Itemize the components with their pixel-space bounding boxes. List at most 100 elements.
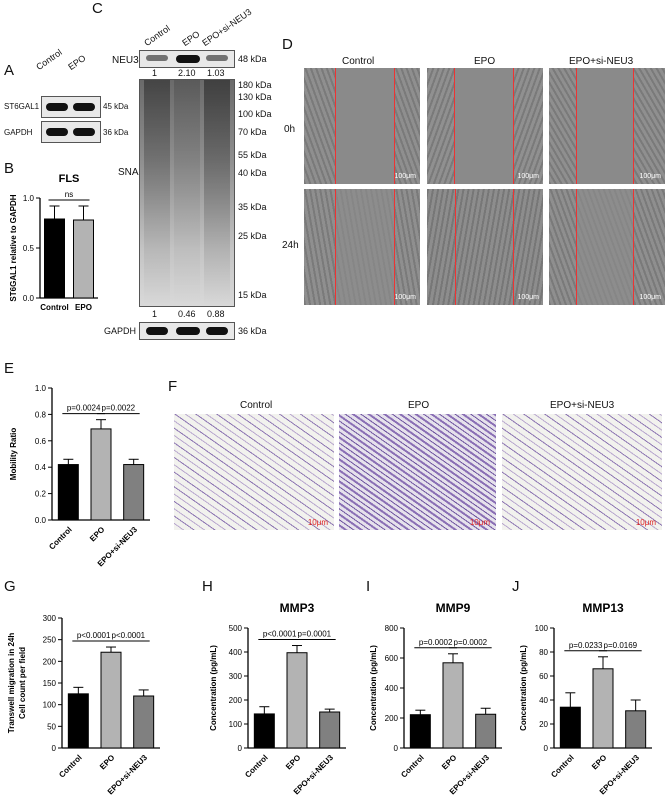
x-tick-label: EPO — [98, 753, 116, 771]
panel-letter-b: B — [4, 160, 15, 177]
micrograph-f-epo: 10μm — [339, 414, 496, 530]
micrograph-f-si: 10μm — [502, 414, 662, 530]
y-tick-label: 40 — [539, 696, 548, 705]
chart-e: 0.0 0.2 0.4 0.6 0.8 1.0 Mobility Ratio Control E… — [9, 384, 150, 568]
y-tick-label: 0.0 — [35, 516, 47, 525]
x-tick-label: EPO — [88, 525, 106, 543]
y-tick-label: 0.8 — [35, 410, 47, 419]
chart-b: FLS 0.0 0.5 1.0 ST6GAL1 relative to GAPDH Con… — [9, 173, 98, 312]
y-axis-label: Concentration (pg/mL) — [519, 645, 528, 731]
bar-2 — [133, 695, 155, 749]
y-axis-label: Transwell migration in 24h — [7, 633, 16, 734]
panel-letter-g: G — [4, 578, 16, 595]
y-tick-label: 150 — [43, 679, 57, 688]
blot-a-lane-epo: EPO — [66, 52, 88, 72]
y-tick-label: 0.2 — [35, 490, 47, 499]
bar-0 — [559, 706, 581, 749]
y-tick-label: 1.0 — [23, 194, 35, 203]
blot-c-marker-55: 55 kDa — [238, 150, 267, 160]
x-tick-label: EPO — [75, 303, 92, 312]
y-tick-label: 0 — [238, 744, 243, 753]
blot-c-lane-epo: EPO — [180, 28, 202, 48]
panel-letter-j: J — [512, 578, 520, 595]
blot-a-st6gal1-strip — [41, 96, 101, 118]
blot-c-marker-180: 180 kDa — [238, 80, 272, 90]
panel-f-col-epo: EPO — [408, 400, 430, 411]
x-tick-label: Control — [549, 753, 575, 779]
blot-a-gapdh-strip — [41, 121, 101, 143]
bar-2 — [123, 464, 145, 521]
y-axis-label: ST6GAL1 relative to GAPDH — [9, 194, 18, 301]
x-tick-label: Control — [47, 525, 73, 551]
chart-h: MMP3 0 100 200 300 400 500 Concentration (pg/mL… — [209, 601, 346, 796]
blot-c-sna-quant-2: 0.46 — [178, 309, 196, 319]
y-tick-label: 0 — [394, 744, 399, 753]
bar-0 — [57, 464, 79, 521]
y-tick-label: 80 — [539, 648, 548, 657]
significance-label: p=0.0169 — [604, 641, 638, 650]
micrograph-d-control-0h: 100μm — [304, 68, 420, 184]
blot-c-sna-quant-1: 1 — [152, 309, 158, 319]
significance-label: p=0.0002 — [454, 638, 488, 647]
y-tick-label: 0.0 — [23, 294, 35, 303]
bar-0 — [253, 713, 275, 749]
bar-1 — [286, 652, 308, 749]
chart-g: 0 50 100 150 200 250 300 Transwell migration in… — [7, 614, 160, 796]
blot-c-marker-15: 15 kDa — [238, 290, 267, 300]
y-tick-label: 0.6 — [35, 437, 47, 446]
scale-bar-label: 10μm — [469, 518, 490, 527]
blot-a-lane-control: Control — [34, 47, 64, 72]
x-tick-label: Control — [399, 753, 425, 779]
significance-label: p=0.0001 — [298, 630, 332, 639]
chart-title: FLS — [59, 173, 80, 185]
panel-f-col-control: Control — [240, 400, 273, 411]
scale-bar-label: 100μm — [639, 173, 661, 180]
y-axis-label: Mobility Ratio — [9, 428, 18, 481]
blot-c-sna-strip — [139, 79, 235, 307]
bar-0 — [409, 714, 431, 749]
significance-label: p<0.0001 — [77, 631, 111, 640]
blot-c-marker-130: 130 kDa — [238, 92, 272, 102]
y-tick-label: 400 — [229, 648, 243, 657]
blot-c-gapdh-kda: 36 kDa — [238, 326, 267, 336]
panel-d-row-0h: 0h — [284, 124, 296, 135]
y-tick-label: 0 — [544, 744, 549, 753]
y-tick-label: 0.5 — [23, 244, 35, 253]
y-tick-label: 500 — [229, 624, 243, 633]
y-tick-label: 0 — [52, 744, 57, 753]
bar-2 — [475, 713, 497, 749]
blot-c-neu3-quant-2: 2.10 — [178, 68, 196, 78]
blot-c-neu3-quant-1: 1 — [152, 68, 158, 78]
panel-letter-d: D — [282, 36, 293, 53]
bar-1 — [73, 219, 94, 299]
panel-letter-h: H — [202, 578, 213, 595]
panel-letter-c: C — [92, 0, 103, 17]
chart-i: MMP9 0 200 400 600 800 Concentration (pg/mL) Co… — [369, 601, 502, 796]
y-tick-label: 0.4 — [35, 463, 47, 472]
blot-c-sna-quant-3: 0.88 — [207, 309, 225, 319]
blot-c-lane-si: EPO+si-NEU3 — [200, 6, 254, 49]
micrograph-d-si-24h: 100μm — [549, 189, 665, 305]
chart-title: MMP9 — [436, 601, 471, 615]
panel-d-col-control: Control — [342, 56, 375, 67]
scale-bar-label: 100μm — [639, 294, 661, 301]
y-tick-label: 1.0 — [35, 384, 47, 393]
blot-a-row-gapdh: GAPDH — [4, 128, 33, 137]
y-tick-label: 100 — [535, 624, 549, 633]
bar-2 — [319, 711, 341, 749]
significance-label: p<0.0001 — [263, 630, 297, 639]
blot-c-neu3-strip — [139, 50, 235, 68]
micrograph-d-epo-24h: 100μm — [427, 189, 543, 305]
scale-bar-label: 100μm — [517, 294, 539, 301]
panel-f-col-si: EPO+si-NEU3 — [550, 400, 615, 411]
bar-1 — [90, 428, 112, 521]
chart-j: MMP13 0 20 40 60 80 100 Concentration (pg/mL) Co… — [519, 601, 652, 796]
blot-a-kda-45: 45 kDa — [103, 102, 129, 111]
scale-bar-label: 100μm — [394, 173, 416, 180]
panel-letter-e: E — [4, 360, 15, 377]
y-tick-label: 20 — [539, 720, 548, 729]
micrograph-d-epo-0h: 100μm — [427, 68, 543, 184]
blot-c-neu3-label: NEU3 — [112, 55, 139, 66]
significance-label: p=0.0022 — [102, 404, 136, 413]
panel-d-col-epo: EPO — [474, 56, 496, 67]
